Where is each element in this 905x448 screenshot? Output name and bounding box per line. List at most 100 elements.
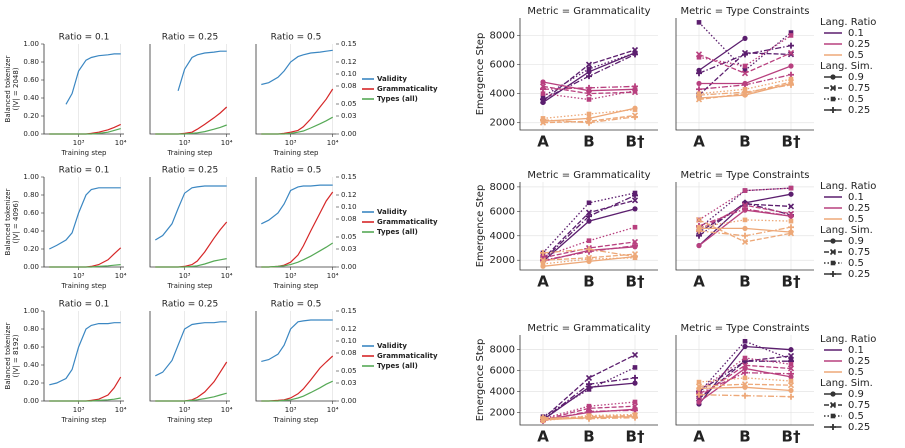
data-point [742, 205, 748, 212]
y-tick-label: 6000 [490, 206, 515, 217]
series-line [261, 355, 334, 402]
panel-title: Metric = Type Constraints [680, 170, 809, 181]
x-tick-label: B [583, 428, 594, 446]
series-line [542, 192, 636, 254]
x-axis-label: Training step [61, 416, 108, 424]
data-point [632, 192, 638, 199]
y-tick-label: 2000 [490, 118, 515, 129]
x-tick-label: B† [782, 428, 801, 446]
series-line [261, 49, 333, 86]
legend-title: Lang. Sim. [820, 225, 873, 236]
data-point [632, 224, 638, 230]
legend-title: Lang. Ratio [820, 334, 876, 345]
x-tick-label: A [693, 428, 705, 446]
legend-marker [830, 107, 836, 113]
data-point [788, 33, 794, 38]
legend-marker [830, 413, 836, 419]
x-tick-label: A [537, 428, 549, 446]
y-tick-label: 6000 [490, 60, 515, 71]
legend-label: 0.25 [848, 422, 870, 433]
y-tick-label: 4000 [490, 89, 515, 100]
data-point [586, 415, 592, 422]
legend-label: 0.1 [848, 345, 864, 356]
y2-tick-label: 0.05 [341, 367, 357, 375]
axis-spine [149, 177, 230, 268]
data-point [631, 238, 639, 245]
series-line [155, 124, 227, 135]
data-point [787, 382, 795, 389]
legend-label: 0.1 [848, 28, 864, 39]
axis-spine [675, 335, 814, 426]
x-tick-label: A [693, 273, 705, 291]
data-point [586, 246, 592, 253]
data-point [632, 412, 638, 417]
y-axis-label: Balanced tokenizer [4, 188, 12, 255]
series-line [542, 226, 636, 258]
x-tick-label: B [583, 133, 594, 151]
y2-tick-label: 0.12 [341, 58, 357, 66]
legend-label: 0.5 [848, 50, 864, 61]
legend-label: 0.5 [848, 258, 864, 269]
series-line [542, 401, 636, 420]
y2-tick-label: 0.05 [341, 100, 357, 108]
series-line [155, 106, 228, 135]
panel-title: Ratio = 0.5 [271, 300, 322, 310]
data-point [788, 362, 794, 367]
data-point [742, 232, 748, 239]
x-axis-label: Training step [273, 416, 320, 424]
panel-title: Ratio = 0.5 [271, 33, 322, 43]
axis-spine [675, 182, 814, 271]
data-point [696, 54, 702, 60]
y-axis-label: Emergence Step [475, 339, 486, 422]
x-tick-label: B [739, 273, 750, 291]
data-point [586, 97, 592, 102]
series-line [698, 52, 792, 96]
legend-marker [830, 238, 836, 244]
y2-tick-label: 0.03 [341, 112, 357, 120]
data-point [632, 88, 638, 94]
series-line [261, 116, 333, 135]
x-tick-label: B† [782, 133, 801, 151]
x-tick-label: 10⁴ [327, 272, 339, 280]
y-tick-label: 0.60 [23, 209, 39, 217]
axis-spine [675, 18, 814, 131]
series-line [698, 21, 792, 72]
series-line [177, 50, 227, 91]
legend-marker [829, 84, 837, 92]
axis-spine [519, 335, 658, 426]
data-point [696, 227, 702, 234]
data-point [742, 68, 748, 73]
data-point [788, 374, 794, 380]
x-axis-label: Training step [61, 282, 108, 290]
legend-label: 0.5 [848, 214, 864, 225]
y-tick-label: 0.80 [23, 191, 39, 199]
panel-title: Ratio = 0.5 [271, 166, 322, 176]
axis-spine [255, 311, 336, 402]
data-point [787, 51, 795, 58]
legend-label: 0.75 [848, 247, 870, 258]
legend-marker [830, 424, 836, 430]
series-line [698, 340, 792, 394]
y-axis-label: (|V| = 2048) [12, 67, 20, 110]
series-line [155, 321, 227, 377]
series-line [698, 37, 746, 71]
y-axis-label: Emergence Step [475, 185, 486, 268]
data-point [696, 224, 702, 230]
data-point [586, 381, 592, 388]
series-line [49, 247, 122, 268]
data-point [788, 347, 794, 353]
data-point [540, 79, 546, 85]
data-point [788, 393, 794, 400]
x-tick-label: 10⁴ [115, 139, 127, 147]
legend-marker [829, 248, 837, 256]
data-point [788, 42, 794, 49]
legend-title: Lang. Sim. [820, 378, 873, 389]
legend-label: 0.9 [848, 389, 864, 400]
data-point [696, 20, 702, 25]
data-point [788, 370, 794, 377]
y-tick-label: 0.60 [23, 76, 39, 84]
panel-title: Metric = Type Constraints [680, 323, 809, 334]
legend-marker [830, 74, 836, 80]
panel-title: Ratio = 0.1 [59, 33, 110, 43]
series-line [49, 322, 121, 386]
